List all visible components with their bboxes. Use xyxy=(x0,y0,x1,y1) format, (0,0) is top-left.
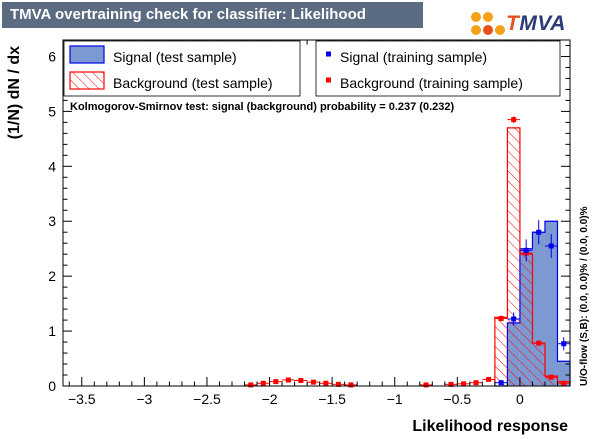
background-training-point xyxy=(470,380,483,385)
background-training-point xyxy=(282,377,295,382)
ks-test-annotation: Kolmogorov-Smirnov test: signal (backgro… xyxy=(70,101,454,113)
y-tick-label: 1 xyxy=(48,323,56,339)
legend-entry-signal-test: Signal (test sample) xyxy=(70,46,237,65)
legend: Signal (test sample) Signal (training sam… xyxy=(64,41,560,96)
background-training-point xyxy=(507,116,520,123)
background-test-bar xyxy=(520,254,533,386)
x-tick-label: −3 xyxy=(136,391,152,407)
background-training-point xyxy=(257,381,270,386)
background-test-bar xyxy=(532,343,545,386)
y-tick-label: 6 xyxy=(48,48,56,64)
x-axis-label: Likelihood response xyxy=(412,418,568,435)
x-tick-label: −1.5 xyxy=(318,391,346,407)
legend-entry-background-test: Background (test sample) xyxy=(70,72,273,91)
legend-label: Signal (test sample) xyxy=(113,49,237,65)
x-tick-label: −2.5 xyxy=(193,391,221,407)
background-training-point xyxy=(270,379,283,384)
y-tick-label: 2 xyxy=(48,268,56,284)
x-tick-label: −0.5 xyxy=(444,391,472,407)
legend-label: Background (training sample) xyxy=(340,75,523,91)
legend-label: Signal (training sample) xyxy=(340,49,487,65)
x-tick-label: −3.5 xyxy=(68,391,96,407)
background-training-point xyxy=(482,377,495,382)
background-training-point xyxy=(245,382,258,387)
background-training-point xyxy=(345,382,358,387)
signal-training-point xyxy=(557,337,570,350)
background-training-point xyxy=(420,382,433,387)
background-training-point xyxy=(295,378,308,383)
legend-entry-signal-training: Signal (training sample) xyxy=(326,49,487,65)
y-tick-label: 5 xyxy=(48,103,56,119)
x-tick-label: −2 xyxy=(262,391,278,407)
background-test-bar xyxy=(507,128,520,386)
y-tick-label: 0 xyxy=(48,378,56,394)
y-tick-label: 3 xyxy=(48,213,56,229)
x-tick-label: 0 xyxy=(516,391,524,407)
x-tick-label: −1 xyxy=(387,391,403,407)
legend-entry-background-training: Background (training sample) xyxy=(326,75,523,91)
y-tick-label: 4 xyxy=(48,158,56,174)
background-test-bar xyxy=(495,317,508,386)
y-axis-label: (1/N) dN / dx xyxy=(6,46,23,139)
underflow-overflow-label: U/O-flow (S,B): (0.0, 0.0)% / (0.0, 0.0)… xyxy=(579,206,590,386)
legend-label: Background (test sample) xyxy=(113,75,273,91)
background-training-point xyxy=(307,380,320,385)
background-training-point xyxy=(320,381,333,386)
